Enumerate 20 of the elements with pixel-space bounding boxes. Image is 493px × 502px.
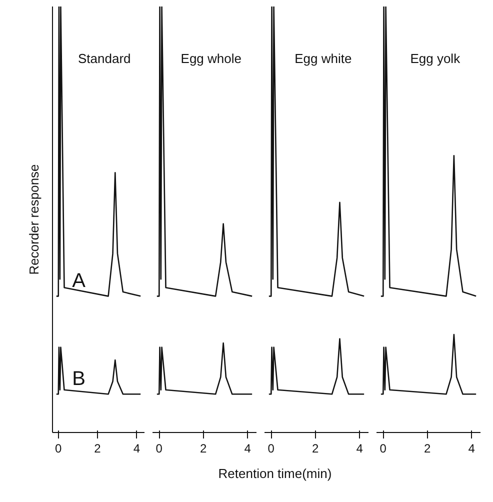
series-label: A [72, 270, 86, 292]
x-tick-label: 0 [55, 442, 62, 456]
x-tick-label: 4 [468, 442, 476, 456]
text: Egg white [294, 51, 352, 66]
x-tick-label: 2 [312, 442, 320, 456]
x-tick-label: 4 [133, 442, 140, 456]
x-tick-label: 2 [200, 442, 208, 456]
y-axis-title: Recorder response [26, 164, 42, 275]
text: Standard [78, 51, 131, 66]
x-tick-label: 4 [244, 442, 252, 456]
x-tick-label: 2 [424, 442, 432, 456]
x-tick-label: 2 [94, 442, 102, 456]
text: Egg whole [180, 51, 242, 66]
x-tick-label: 0 [380, 442, 387, 456]
text: Retention time(min) [218, 465, 332, 483]
x-tick-label: 4 [356, 442, 364, 456]
x-tick-label: 0 [156, 442, 163, 456]
x-tick-label: 0 [268, 442, 275, 456]
series-label: B [72, 368, 86, 390]
text: Egg yolk [410, 51, 461, 66]
